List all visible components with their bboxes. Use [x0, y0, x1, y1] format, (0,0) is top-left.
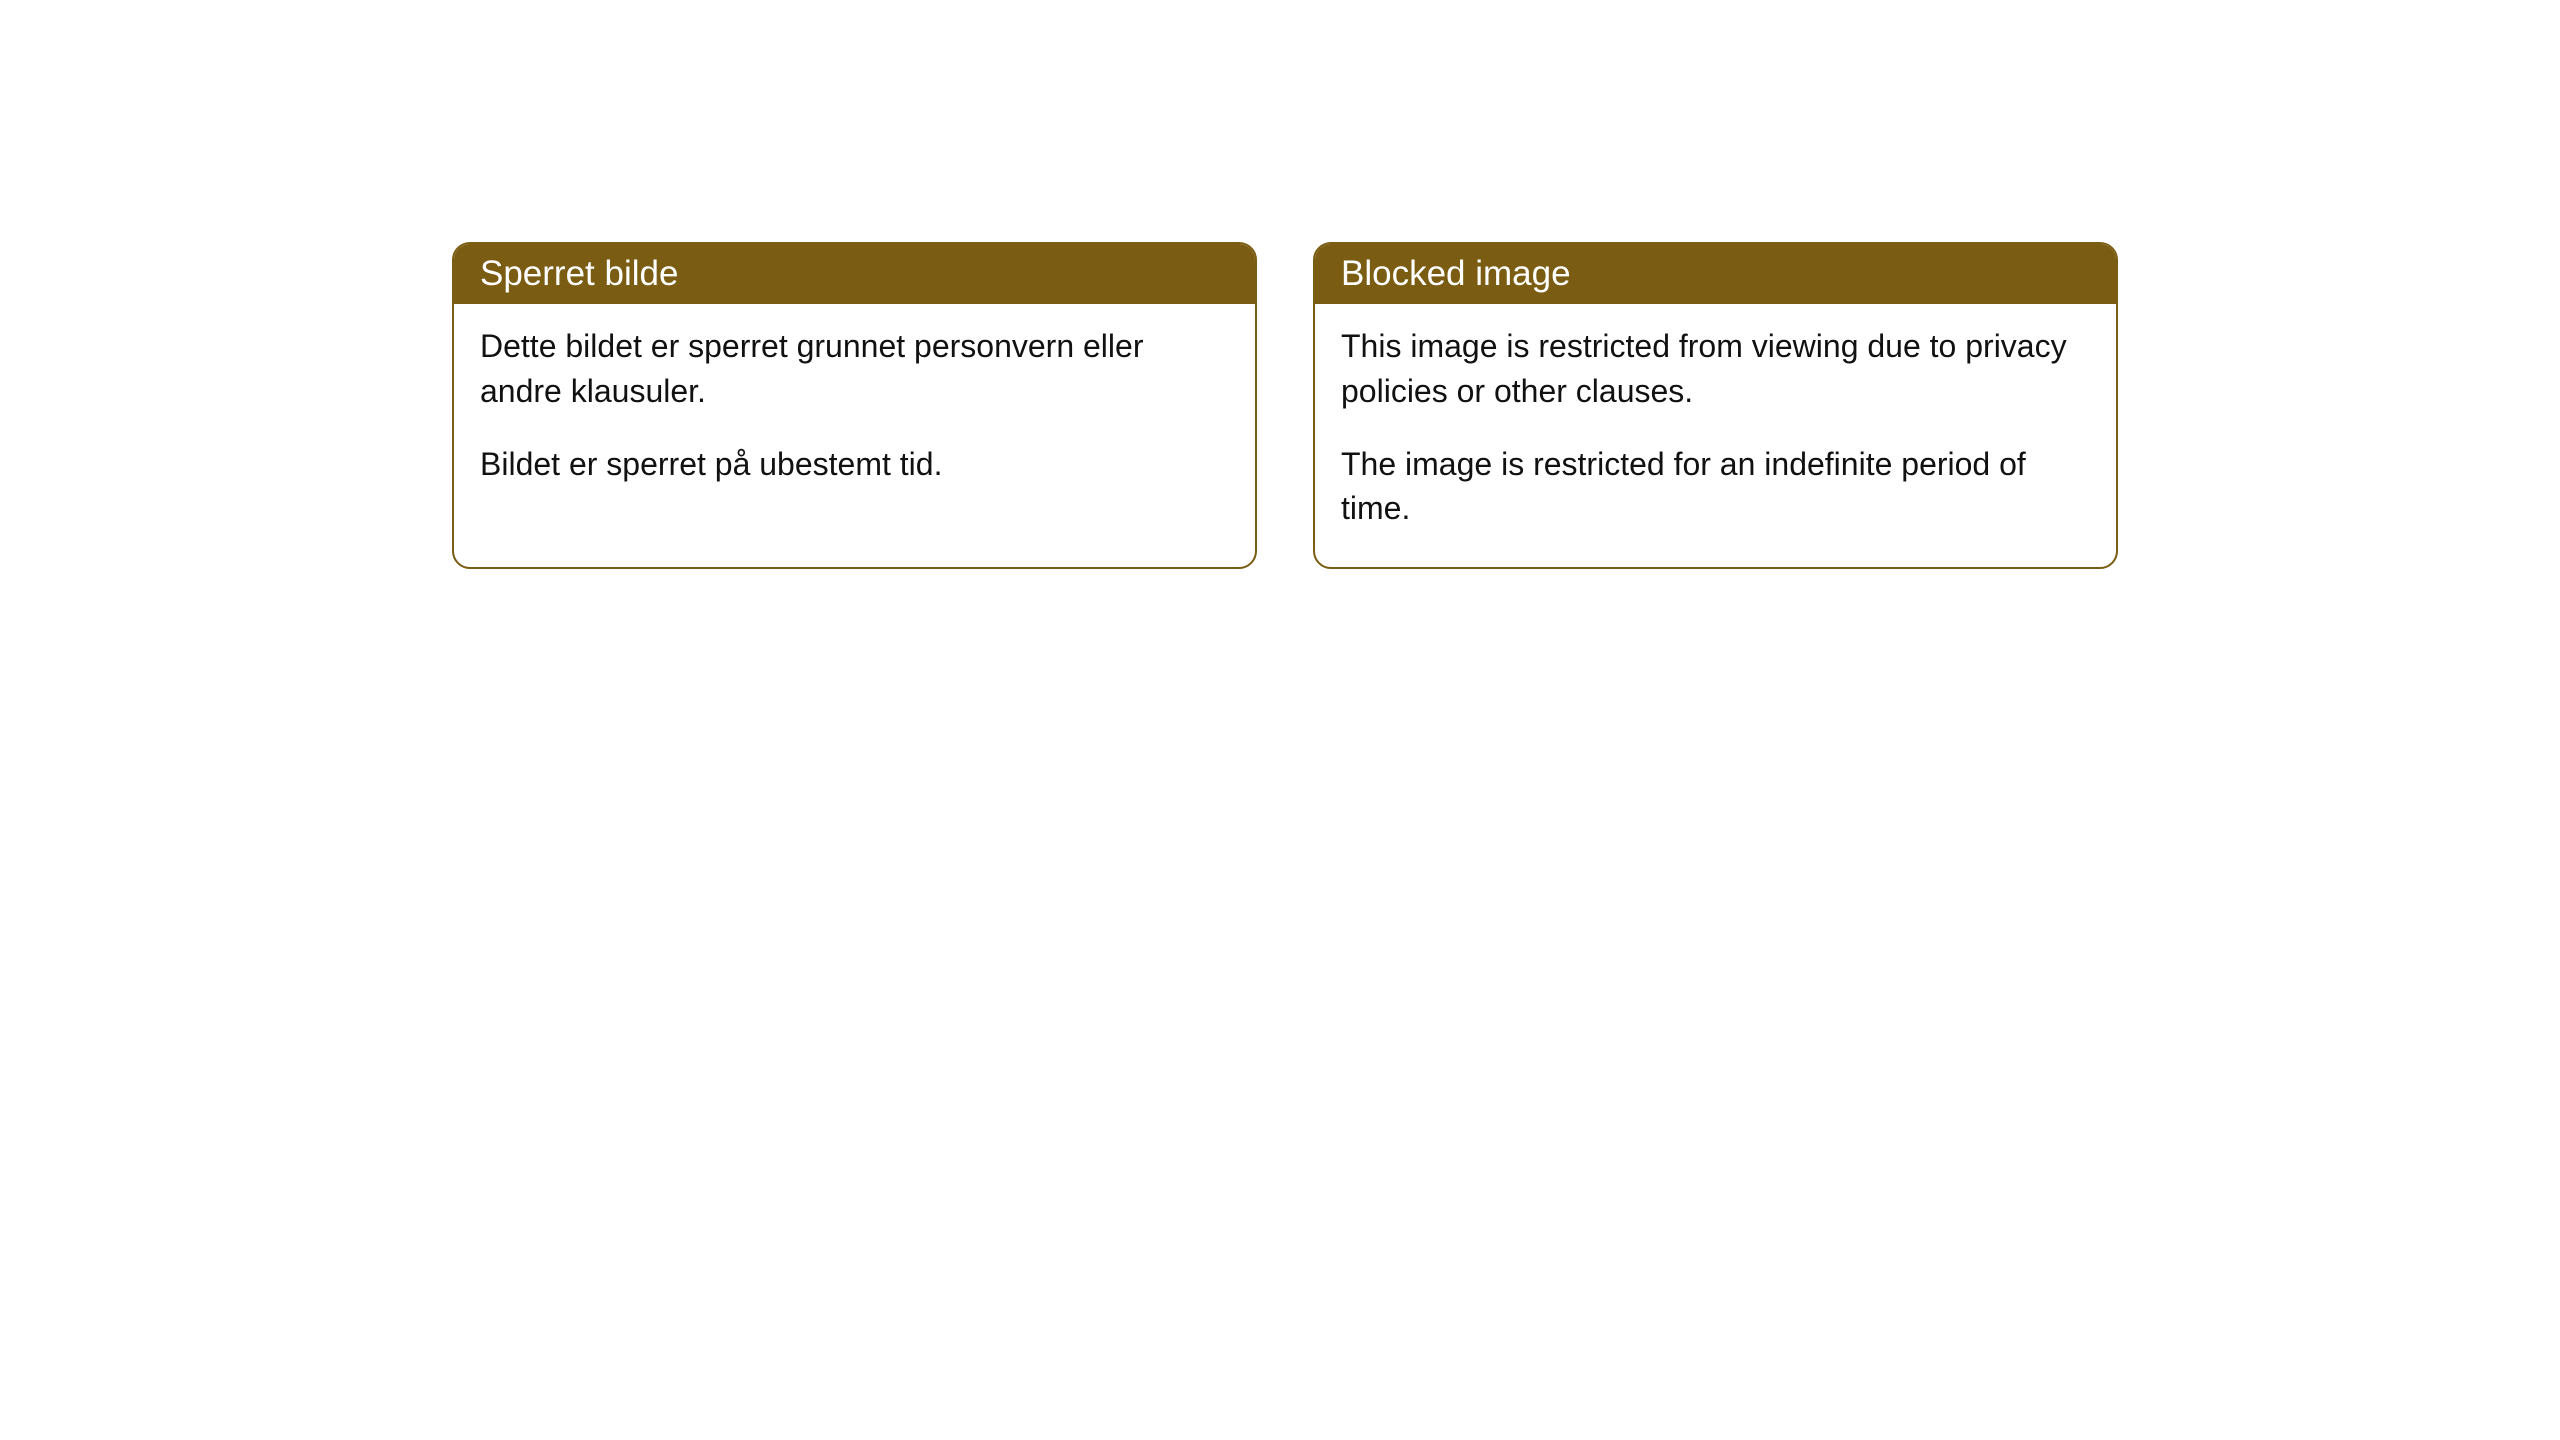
- card-paragraph: Bildet er sperret på ubestemt tid.: [480, 442, 1229, 487]
- notice-cards-container: Sperret bilde Dette bildet er sperret gr…: [452, 242, 2118, 569]
- card-body-norwegian: Dette bildet er sperret grunnet personve…: [454, 304, 1255, 522]
- card-header-english: Blocked image: [1315, 244, 2116, 304]
- card-paragraph: The image is restricted for an indefinit…: [1341, 442, 2090, 532]
- card-body-english: This image is restricted from viewing du…: [1315, 304, 2116, 567]
- blocked-image-card-norwegian: Sperret bilde Dette bildet er sperret gr…: [452, 242, 1257, 569]
- card-paragraph: Dette bildet er sperret grunnet personve…: [480, 324, 1229, 414]
- card-paragraph: This image is restricted from viewing du…: [1341, 324, 2090, 414]
- card-header-norwegian: Sperret bilde: [454, 244, 1255, 304]
- blocked-image-card-english: Blocked image This image is restricted f…: [1313, 242, 2118, 569]
